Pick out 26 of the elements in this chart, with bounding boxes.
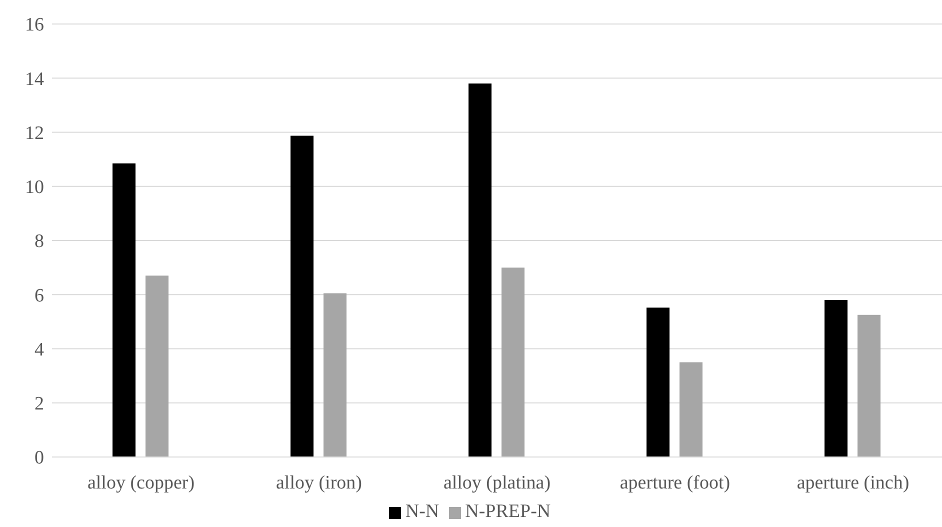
y-tick-label: 4 bbox=[34, 339, 44, 360]
y-tick-label: 10 bbox=[25, 177, 44, 198]
bar bbox=[646, 308, 670, 457]
bar bbox=[290, 136, 314, 457]
bar bbox=[112, 163, 136, 457]
x-tick-label: alloy (iron) bbox=[276, 472, 362, 494]
bar bbox=[324, 293, 347, 457]
y-tick-label: 16 bbox=[25, 14, 44, 36]
bar bbox=[502, 268, 525, 457]
legend-label: N-PREP-N bbox=[465, 501, 551, 522]
y-tick-label: 14 bbox=[25, 68, 44, 90]
x-tick-label: alloy (platina) bbox=[443, 472, 551, 494]
bar bbox=[858, 314, 881, 457]
bar bbox=[824, 300, 848, 457]
bar bbox=[468, 84, 492, 457]
legend-label: N-N bbox=[405, 501, 440, 522]
x-tick-label: aperture (inch) bbox=[796, 472, 910, 494]
x-tick-label: alloy (copper) bbox=[87, 472, 195, 494]
y-tick-label: 8 bbox=[34, 231, 44, 252]
x-tick-label: aperture (foot) bbox=[620, 472, 730, 494]
bar bbox=[680, 362, 703, 457]
y-tick-label: 6 bbox=[34, 285, 44, 306]
y-tick-label: 12 bbox=[25, 122, 44, 144]
y-tick-label: 0 bbox=[34, 448, 44, 469]
y-tick-label: 2 bbox=[34, 394, 44, 415]
bar bbox=[146, 276, 169, 457]
